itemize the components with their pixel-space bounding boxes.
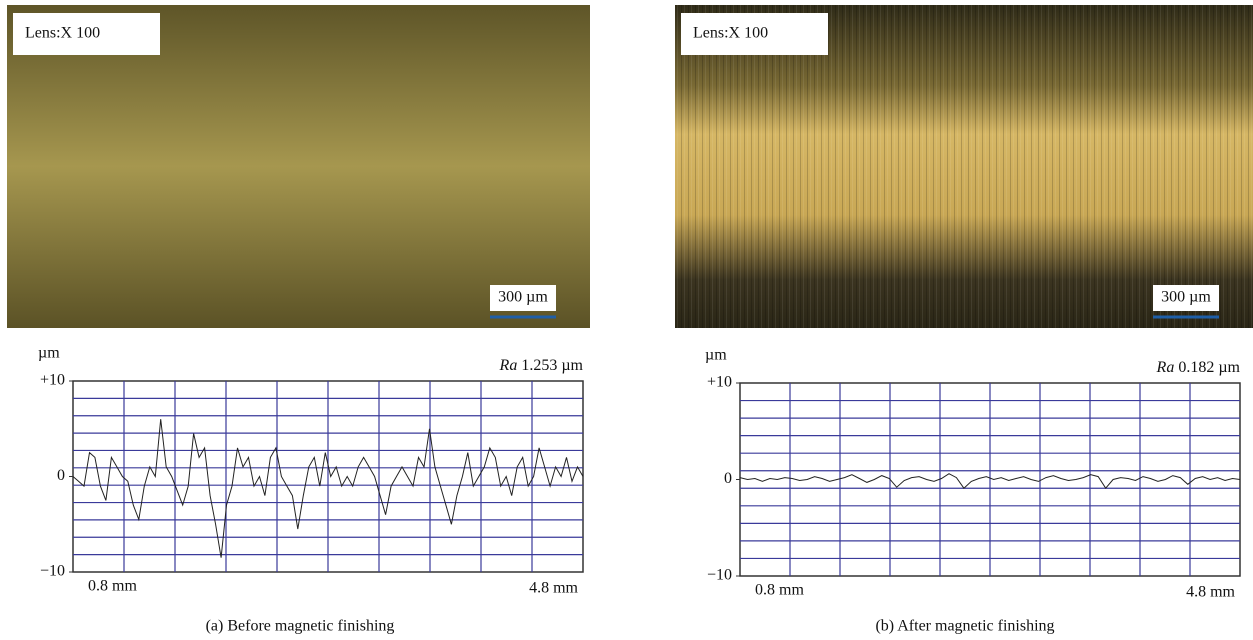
y-tick-label: 0: [57, 467, 65, 484]
scale-label: 300 µm: [498, 289, 548, 306]
x-end-label: 4.8 mm: [529, 580, 578, 597]
scale-box: [1153, 285, 1219, 311]
lens-box: [681, 13, 828, 55]
y-tick-label: +10: [707, 374, 732, 391]
ra-value: 1.253 µm: [521, 357, 583, 374]
unit-label: µm: [38, 345, 60, 362]
ra-label: Ra 0.182 µm: [1156, 359, 1241, 376]
x-end-label: 4.8 mm: [1186, 584, 1235, 601]
y-tick-label: −10: [707, 567, 732, 584]
y-tick-label: +10: [40, 372, 65, 389]
scale-label: 300 µm: [1161, 289, 1211, 306]
caption: (b) After magnetic finishing: [875, 618, 1054, 635]
lens-box: [13, 13, 160, 55]
ra-value: 0.182 µm: [1178, 359, 1240, 376]
scale-box: [490, 285, 556, 311]
ra-symbol: Ra: [499, 357, 518, 374]
lens-label: Lens:X 100: [693, 25, 768, 42]
caption: (a) Before magnetic finishing: [206, 618, 395, 635]
profile-line: [72, 419, 584, 558]
profile-line: [739, 473, 1241, 490]
lens-label: Lens:X 100: [25, 25, 100, 42]
unit-label: µm: [705, 347, 727, 364]
y-tick-label: −10: [40, 563, 65, 580]
x-start-label: 0.8 mm: [88, 578, 137, 595]
y-tick-label: 0: [724, 470, 732, 487]
micrograph-texture: [675, 5, 1253, 328]
ra-label: Ra 1.253 µm: [499, 357, 584, 374]
ra-symbol: Ra: [1156, 359, 1175, 376]
micrograph-before: [7, 5, 590, 328]
x-start-label: 0.8 mm: [755, 582, 804, 599]
